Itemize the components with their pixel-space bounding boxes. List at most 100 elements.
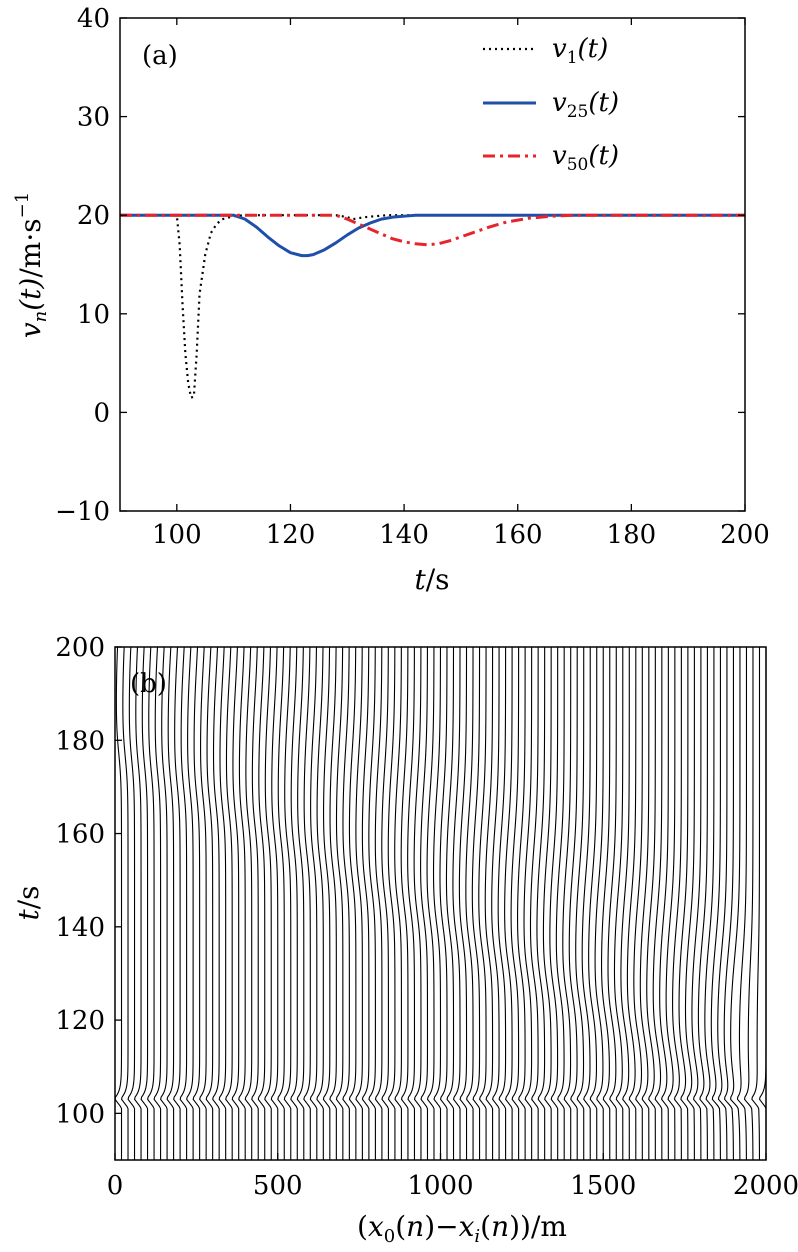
legend-label-v50-base: v xyxy=(552,141,567,171)
vehicle-trajectory xyxy=(277,646,285,1160)
panel-label-a: (a) xyxy=(142,41,178,71)
y-axis-title-b: t/s xyxy=(12,885,45,920)
legend-label-v1-sub: 1 xyxy=(567,48,578,68)
vehicle-trajectory xyxy=(452,647,461,1160)
x-tick-label-a: 140 xyxy=(379,520,429,550)
vehicle-trajectory xyxy=(607,647,617,1160)
y-tick-label-a: 30 xyxy=(77,103,110,133)
series-line-v25t xyxy=(120,213,745,258)
vehicle-trajectory xyxy=(264,646,272,1160)
y-axis-title-a: vn(t)/m·s−1 xyxy=(12,192,51,338)
vehicle-trajectory xyxy=(225,646,233,1160)
vehicle-trajectory xyxy=(743,647,754,1161)
vehicle-trajectory xyxy=(601,647,611,1160)
ticks-group-b: 0 500 1000 1500 2000 100 120 140 160 180 200 xyxy=(55,633,798,1201)
vehicle-trajectory xyxy=(296,646,305,1160)
vehicle-trajectory xyxy=(420,647,429,1160)
vehicle-trajectory xyxy=(665,647,676,1160)
vehicle-trajectory xyxy=(335,646,344,1160)
vehicle-trajectory xyxy=(166,646,175,1160)
y-tick-label-b: 180 xyxy=(55,726,105,756)
vehicle-trajectory xyxy=(218,646,227,1160)
vehicle-trajectory xyxy=(697,647,708,1160)
vehicle-trajectory xyxy=(730,647,741,1161)
vehicle-trajectory xyxy=(639,647,650,1160)
vehicle-trajectory xyxy=(575,647,585,1160)
vehicle-trajectory xyxy=(672,647,682,1160)
vehicle-trajectory xyxy=(426,646,435,1160)
vehicle-trajectory xyxy=(684,647,695,1160)
ticks-group-a: 100 120 140 160 180 200 −10 0 10 20 30 40 xyxy=(55,4,770,550)
x-axis-title-b: (x0(n)−xi(n))/m xyxy=(357,1210,567,1247)
x-axis-title-a: t/s xyxy=(414,563,449,596)
vehicle-trajectory xyxy=(594,647,604,1160)
vehicle-trajectory xyxy=(445,647,455,1160)
x-tick-label-b: 1500 xyxy=(570,1171,636,1201)
vehicle-trajectory xyxy=(244,646,253,1160)
series-line-v1t xyxy=(120,214,745,399)
vehicle-trajectory xyxy=(186,646,194,1160)
vehicle-trajectory xyxy=(529,647,539,1160)
x-tick-label-a: 160 xyxy=(493,520,543,550)
vehicle-trajectory xyxy=(536,647,546,1160)
trajectory-group-b xyxy=(114,646,767,1161)
series-group-a xyxy=(120,213,745,399)
vehicle-trajectory xyxy=(348,646,357,1160)
vehicle-trajectory xyxy=(283,646,292,1160)
vehicle-trajectory xyxy=(710,647,721,1161)
vehicle-trajectory xyxy=(140,646,149,1160)
series-line-v50t xyxy=(120,213,745,247)
vehicle-trajectory xyxy=(626,647,637,1160)
vehicle-trajectory xyxy=(439,647,448,1160)
x-tick-label-b: 500 xyxy=(253,1171,303,1201)
vehicle-trajectory xyxy=(562,647,572,1160)
vehicle-trajectory xyxy=(458,646,468,1160)
vehicle-trajectory xyxy=(290,646,298,1160)
x-tick-label-a: 200 xyxy=(720,520,770,550)
vehicle-trajectory xyxy=(257,646,266,1160)
vehicle-trajectory xyxy=(491,647,500,1160)
vehicle-trajectory xyxy=(322,646,331,1160)
legend-label-v25: v25(t) xyxy=(552,88,619,122)
vehicle-trajectory xyxy=(199,646,207,1160)
vehicle-trajectory xyxy=(342,646,350,1160)
vehicle-trajectory xyxy=(394,646,402,1160)
vehicle-trajectory xyxy=(303,646,311,1160)
y-tick-label-b: 140 xyxy=(55,913,105,943)
y-tick-label-a: −10 xyxy=(55,497,110,527)
vehicle-trajectory xyxy=(717,647,728,1161)
vehicle-trajectory xyxy=(251,646,259,1160)
vehicle-trajectory xyxy=(652,647,663,1160)
legend-label-v50: v50(t) xyxy=(552,141,619,175)
vehicle-trajectory xyxy=(659,647,669,1161)
vehicle-trajectory xyxy=(114,646,123,1160)
y-tick-label-a: 0 xyxy=(93,398,110,428)
y-tick-label-b: 200 xyxy=(55,633,105,663)
vehicle-trajectory xyxy=(205,646,214,1160)
vehicle-trajectory xyxy=(400,646,409,1160)
vehicle-trajectory xyxy=(581,647,591,1160)
vehicle-trajectory xyxy=(127,646,136,1160)
vehicle-trajectory xyxy=(620,647,630,1160)
vehicle-trajectory xyxy=(147,646,155,1160)
vehicle-trajectory xyxy=(555,647,565,1160)
legend-label-v1-base: v xyxy=(552,34,567,64)
panel-b: 0 500 1000 1500 2000 100 120 140 160 180 200 (b) (… xyxy=(12,633,798,1247)
panel-label-b: (b) xyxy=(130,669,167,699)
y-tick-label-a: 40 xyxy=(77,4,110,34)
x-tick-label-a: 180 xyxy=(607,520,657,550)
y-tick-label-b: 100 xyxy=(55,1099,105,1129)
vehicle-trajectory xyxy=(173,646,181,1160)
y-tick-label-a: 20 xyxy=(77,201,110,231)
vehicle-trajectory xyxy=(134,646,142,1160)
x-tick-label-a: 120 xyxy=(266,520,316,550)
vehicle-trajectory xyxy=(387,646,396,1160)
vehicle-trajectory xyxy=(504,647,513,1160)
vehicle-trajectory xyxy=(723,647,734,1161)
vehicle-trajectory xyxy=(361,646,370,1160)
vehicle-trajectory xyxy=(120,646,129,1160)
vehicle-trajectory xyxy=(413,647,422,1160)
axes-frame-a xyxy=(119,17,746,512)
